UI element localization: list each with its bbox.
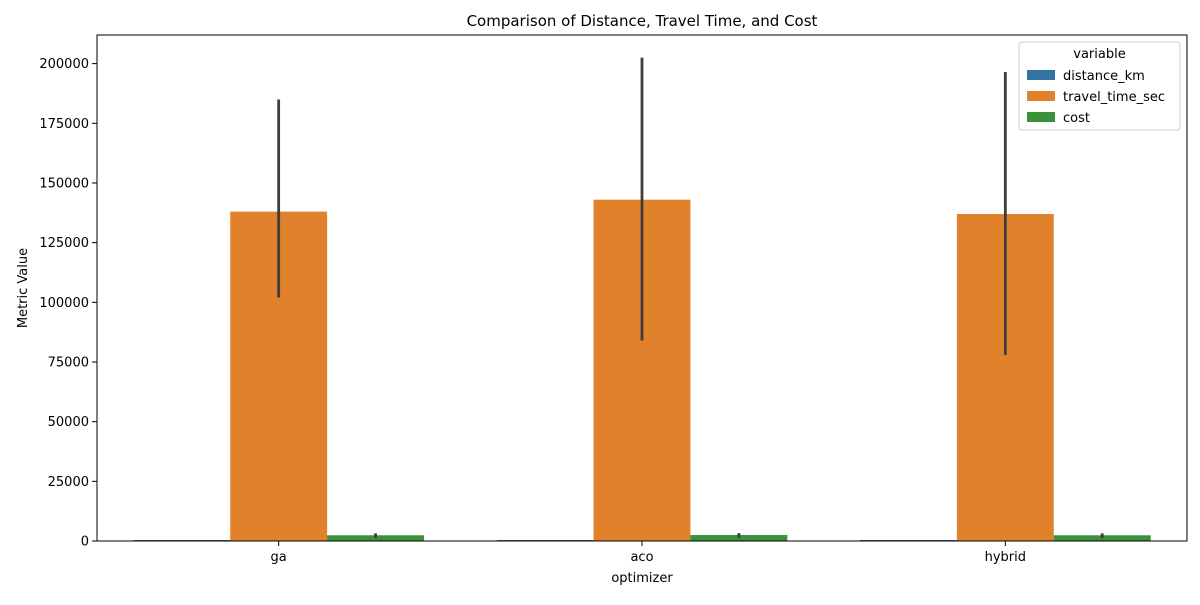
y-tick-label: 75000 [48, 355, 89, 370]
legend-title: variable [1073, 47, 1125, 62]
y-tick-label: 25000 [48, 475, 89, 490]
y-tick-label: 200000 [39, 57, 89, 72]
bar-cost-ga [327, 535, 424, 541]
y-tick-label: 0 [81, 535, 89, 550]
legend-swatch-distance_km [1027, 70, 1055, 80]
y-tick-label: 50000 [48, 415, 89, 430]
y-tick-label: 100000 [39, 296, 89, 311]
errorbars-layer [180, 57, 1104, 541]
y-axis-label: Metric Value [16, 248, 31, 328]
bar-cost-hybrid [1053, 535, 1151, 541]
x-tick-label: hybrid [985, 550, 1026, 565]
y-tick-label: 125000 [39, 236, 89, 251]
y-tick-label: 175000 [39, 117, 89, 132]
legend-box [1018, 41, 1181, 131]
y-tick-label: 150000 [39, 176, 89, 191]
plot-frame [96, 34, 1188, 542]
x-tick-label: ga [271, 550, 287, 565]
legend-swatch-cost [1027, 112, 1055, 122]
legend-swatch-travel_time_sec [1027, 91, 1055, 101]
ticks-layer: 0 25000 50000 75000 100000 125000 150000 175000… [39, 57, 1026, 565]
x-axis-label: optimizer [611, 571, 673, 586]
legend-label-distance_km: distance_km [1063, 69, 1145, 84]
x-tick-label: aco [630, 550, 653, 565]
chart-title: Comparison of Distance, Travel Time, and… [467, 12, 818, 30]
bar-cost-aco [690, 535, 788, 541]
legend-label-cost: cost [1063, 111, 1090, 126]
legend-label-travel_time_sec: travel_time_sec [1063, 90, 1165, 105]
